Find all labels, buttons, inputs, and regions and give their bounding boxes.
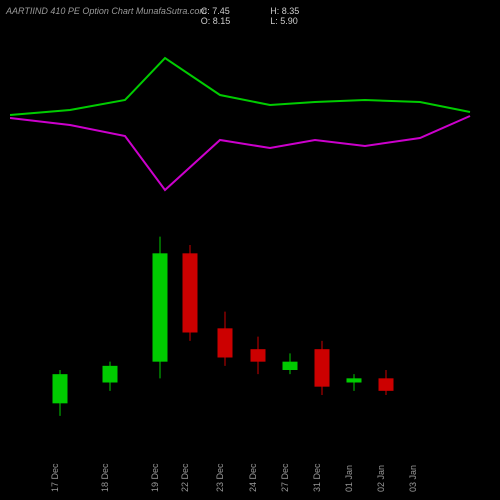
- x-axis-label: 24 Dec: [248, 463, 258, 492]
- x-axis-label: 18 Dec: [100, 463, 110, 492]
- candle-body: [251, 349, 266, 362]
- candle-body: [347, 378, 362, 382]
- chart-area: [10, 40, 490, 440]
- candle-body: [153, 253, 168, 361]
- x-axis-label: 23 Dec: [215, 463, 225, 492]
- upper-line: [10, 58, 470, 115]
- candle-body: [315, 349, 330, 387]
- ohlc-high: H: 8.35: [270, 6, 299, 16]
- x-axis-label: 19 Dec: [150, 463, 160, 492]
- x-axis-label: 31 Dec: [312, 463, 322, 492]
- candle-body: [218, 328, 233, 357]
- chart-title: AARTIIND 410 PE Option Chart MunafaSutra…: [6, 6, 207, 16]
- lower-line: [10, 116, 470, 190]
- x-axis-label: 03 Jan: [408, 465, 418, 492]
- candle-body: [183, 253, 198, 332]
- ohlc-low: L: 5.90: [270, 16, 299, 26]
- ohlc-open: O: 8.15: [201, 16, 231, 26]
- x-axis-label: 27 Dec: [280, 463, 290, 492]
- x-axis-label: 01 Jan: [344, 465, 354, 492]
- candle-body: [53, 374, 68, 403]
- ohlc-panel: C: 7.45 H: 8.35 O: 8.15 L: 5.90: [201, 6, 300, 26]
- ohlc-close: C: 7.45: [201, 6, 231, 16]
- line-chart: [10, 40, 490, 200]
- candle-body: [103, 366, 118, 383]
- candle-body: [283, 362, 298, 370]
- candle-body: [379, 378, 394, 391]
- x-axis-labels: 17 Dec 18 Dec 19 Dec 22 Dec 23 Dec 24 Dec 27 D…: [10, 445, 490, 500]
- x-axis-label: 02 Jan: [376, 465, 386, 492]
- x-axis-label: 17 Dec: [50, 463, 60, 492]
- candle-chart: [10, 220, 490, 420]
- x-axis-label: 22 Dec: [180, 463, 190, 492]
